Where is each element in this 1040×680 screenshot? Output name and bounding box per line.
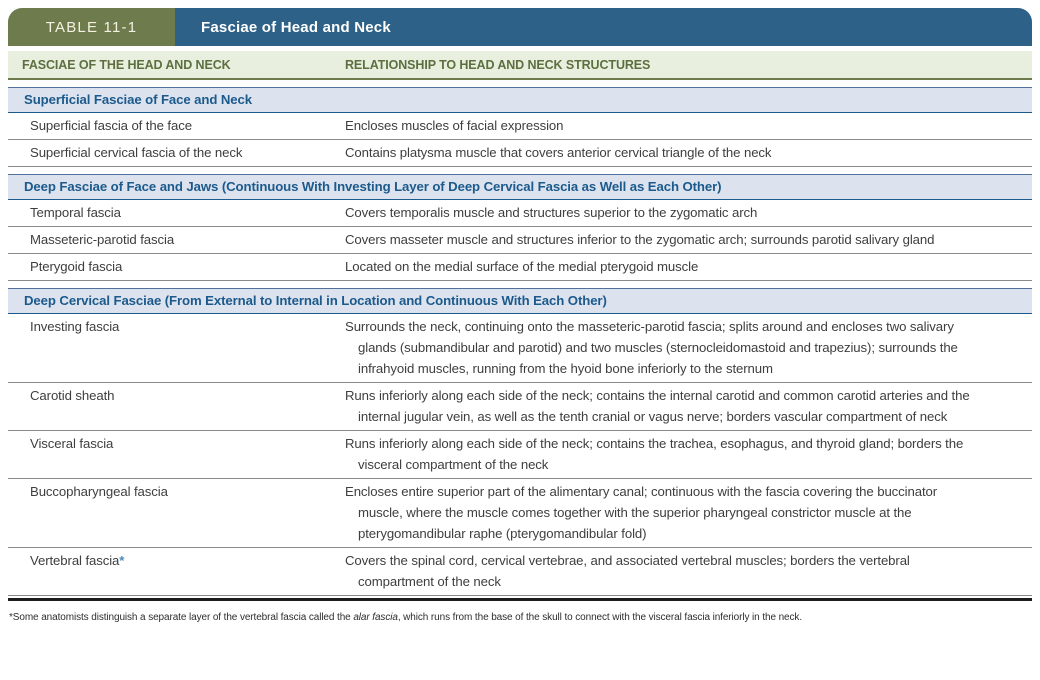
table-row: Superficial fascia of the face Encloses … [8,113,1032,140]
row-fascia-label: Superficial fascia of the face [30,118,192,133]
column-header-row: FASCIAE OF THE HEAD AND NECK RELATIONSHI… [8,51,1032,80]
table-number-label: TABLE 11-1 [45,18,138,36]
column-header-fasciae: FASCIAE OF THE HEAD AND NECK [22,57,231,72]
section-header: Superficial Fasciae of Face and Neck [8,87,1032,113]
row-relationship-cell: Located on the medial surface of the med… [345,256,1032,277]
row-fascia-label: Pterygoid fascia [30,259,123,274]
section-header-label: Deep Fasciae of Face and Jaws (Continuou… [24,179,722,194]
row-fascia-label: Vertebral fascia* [30,553,125,568]
row-fascia-cell: Carotid sheath [8,385,345,427]
table-row: Masseteric-parotid fascia Covers massete… [8,227,1032,254]
table-row: Temporal fascia Covers temporalis muscle… [8,200,1032,227]
column-header-relationship: RELATIONSHIP TO HEAD AND NECK STRUCTURES [345,57,651,72]
row-fascia-label: Buccopharyngeal fascia [30,484,168,499]
row-relationship-cell: Encloses muscles of facial expression [345,115,1032,136]
table-header-bar: TABLE 11-1 Fasciae of Head and Neck [8,8,1032,46]
row-relationship-cell: Encloses entire superior part of the ali… [345,481,1032,544]
row-relationship-text: Runs inferiorly along each side of the n… [345,388,970,424]
row-fascia-cell: Pterygoid fascia [8,256,345,277]
row-fascia-cell: Superficial cervical fascia of the neck [8,142,345,163]
footnote-italic-term: alar fascia [353,612,398,623]
footnote-marker: * [9,612,13,623]
footnote-text-after: , which runs from the base of the skull … [397,612,802,623]
row-relationship-cell: Covers temporalis muscle and structures … [345,202,1032,223]
table-row: Pterygoid fascia Located on the medial s… [8,254,1032,281]
row-fascia-label: Superficial cervical fascia of the neck [30,145,243,160]
row-fascia-label: Masseteric-parotid fascia [30,232,175,247]
table-number-tab: TABLE 11-1 [8,8,175,46]
footnote-text-before: Some anatomists distinguish a separate l… [12,612,354,623]
row-relationship-text: Covers temporalis muscle and structures … [345,205,758,220]
row-relationship-cell: Runs inferiorly along each side of the n… [345,433,1032,475]
row-relationship-cell: Contains platysma muscle that covers ant… [345,142,1032,163]
table-body: Superficial Fasciae of Face and Neck Sup… [8,87,1032,596]
row-fascia-cell: Temporal fascia [8,202,345,223]
table-bottom-rule [8,598,1032,601]
row-relationship-text: Contains platysma muscle that covers ant… [345,145,772,160]
table-title: Fasciae of Head and Neck [201,18,391,36]
table-title-bar: Fasciae of Head and Neck [175,8,1032,46]
table-row: Buccopharyngeal fascia Encloses entire s… [8,479,1032,548]
fasciae-table: TABLE 11-1 Fasciae of Head and Neck FASC… [8,8,1032,623]
row-relationship-text: Encloses entire superior part of the ali… [345,484,938,541]
row-fascia-cell: Buccopharyngeal fascia [8,481,345,544]
row-relationship-text: Runs inferiorly along each side of the n… [345,436,964,472]
section-header: Deep Cervical Fasciae (From External to … [8,288,1032,314]
row-fascia-cell: Investing fascia [8,316,345,379]
row-relationship-text: Located on the medial surface of the med… [345,259,699,274]
row-fascia-cell: Superficial fascia of the face [8,115,345,136]
table-row: Vertebral fascia* Covers the spinal cord… [8,548,1032,596]
section-header: Deep Fasciae of Face and Jaws (Continuou… [8,174,1032,200]
table-row: Superficial cervical fascia of the neck … [8,140,1032,167]
row-relationship-cell: Surrounds the neck, continuing onto the … [345,316,1032,379]
row-fascia-label: Carotid sheath [30,388,115,403]
row-fascia-label: Visceral fascia [30,436,114,451]
table-row: Investing fascia Surrounds the neck, con… [8,314,1032,383]
footnote-reference-asterisk: * [119,553,125,568]
row-relationship-cell: Covers masseter muscle and structures in… [345,229,1032,250]
row-fascia-label: Investing fascia [30,319,120,334]
table-row: Carotid sheath Runs inferiorly along eac… [8,383,1032,431]
row-fascia-label: Temporal fascia [30,205,121,220]
section-header-label: Deep Cervical Fasciae (From External to … [24,293,607,308]
row-fascia-cell: Visceral fascia [8,433,345,475]
row-fascia-cell: Vertebral fascia* [8,550,345,592]
row-relationship-cell: Covers the spinal cord, cervical vertebr… [345,550,1032,592]
row-relationship-text: Covers masseter muscle and structures in… [345,232,935,247]
row-fascia-cell: Masseteric-parotid fascia [8,229,345,250]
section-header-label: Superficial Fasciae of Face and Neck [24,92,253,107]
row-relationship-text: Covers the spinal cord, cervical vertebr… [345,553,910,589]
row-relationship-text: Encloses muscles of facial expression [345,118,564,133]
footnote: *Some anatomists distinguish a separate … [8,612,1032,623]
row-relationship-text: Surrounds the neck, continuing onto the … [345,319,958,376]
row-relationship-cell: Runs inferiorly along each side of the n… [345,385,1032,427]
table-row: Visceral fascia Runs inferiorly along ea… [8,431,1032,479]
